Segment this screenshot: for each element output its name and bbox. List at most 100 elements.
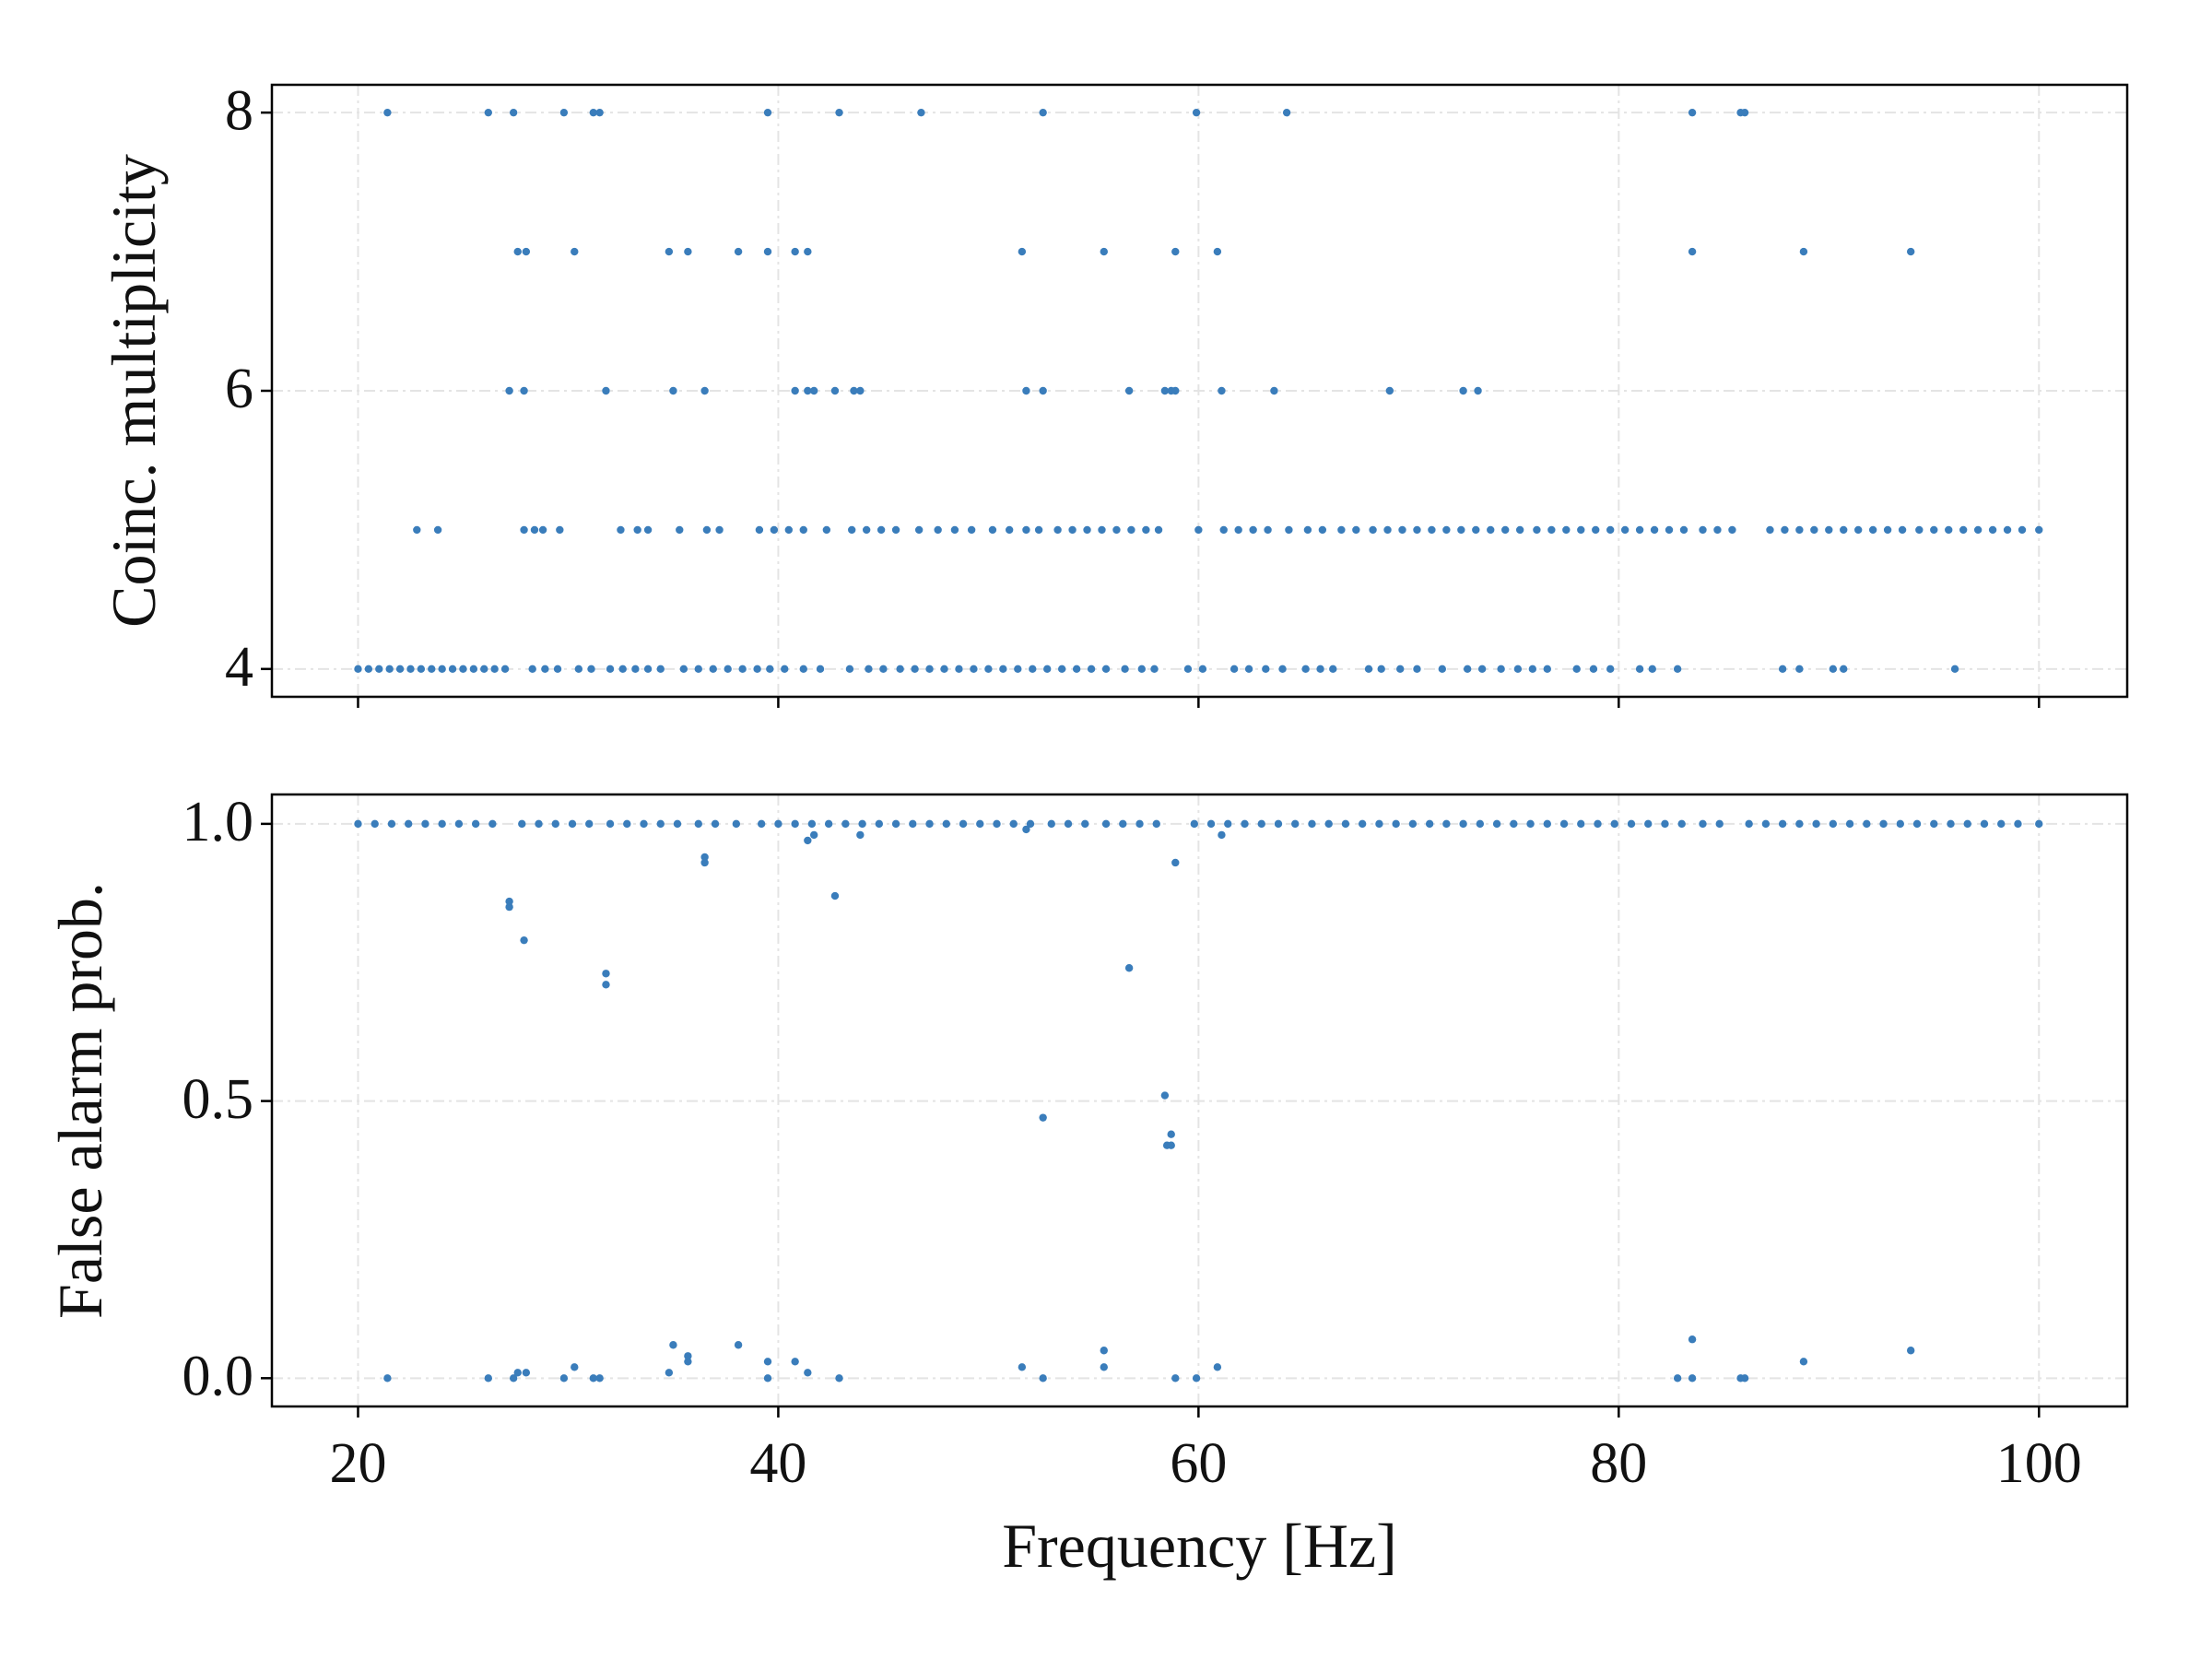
point bbox=[684, 247, 692, 256]
point bbox=[1562, 525, 1571, 535]
point bbox=[715, 525, 724, 535]
point bbox=[1303, 525, 1312, 535]
point bbox=[1930, 819, 1938, 829]
point bbox=[1053, 525, 1062, 535]
point bbox=[1840, 665, 1848, 674]
point bbox=[1778, 819, 1787, 829]
point bbox=[694, 819, 702, 829]
point bbox=[1244, 665, 1253, 674]
point bbox=[1241, 819, 1249, 829]
point bbox=[1249, 525, 1257, 535]
point bbox=[1022, 825, 1030, 834]
point bbox=[1677, 819, 1686, 829]
point bbox=[856, 830, 865, 840]
point bbox=[1513, 665, 1523, 674]
point bbox=[1526, 819, 1535, 829]
point bbox=[791, 386, 799, 395]
point bbox=[383, 1374, 392, 1382]
point bbox=[791, 1358, 799, 1366]
point bbox=[1457, 525, 1465, 535]
point bbox=[1980, 819, 1989, 829]
point bbox=[1543, 665, 1551, 674]
point bbox=[757, 819, 766, 829]
point bbox=[1171, 386, 1180, 395]
point bbox=[1068, 525, 1077, 535]
point bbox=[1043, 665, 1052, 674]
point bbox=[848, 525, 856, 535]
point bbox=[724, 665, 732, 674]
point bbox=[1047, 819, 1055, 829]
point bbox=[845, 665, 854, 674]
point bbox=[505, 902, 513, 912]
point bbox=[807, 819, 817, 829]
point bbox=[684, 1352, 692, 1360]
point bbox=[520, 386, 528, 395]
point bbox=[1840, 525, 1848, 535]
point bbox=[791, 819, 799, 829]
point bbox=[1572, 665, 1581, 674]
point bbox=[1577, 525, 1585, 535]
point bbox=[734, 247, 743, 256]
point bbox=[784, 525, 794, 535]
point bbox=[940, 665, 948, 674]
point bbox=[1510, 819, 1518, 829]
x-tick-label: 20 bbox=[329, 1432, 386, 1495]
point bbox=[1057, 665, 1066, 674]
point bbox=[1845, 819, 1854, 829]
point bbox=[856, 386, 865, 395]
point bbox=[1034, 525, 1043, 535]
point bbox=[799, 525, 807, 535]
point bbox=[585, 819, 594, 829]
point bbox=[809, 386, 818, 395]
point bbox=[1963, 819, 1971, 829]
point bbox=[732, 819, 741, 829]
point bbox=[643, 525, 653, 535]
point bbox=[1853, 525, 1863, 535]
point bbox=[1194, 525, 1203, 535]
point bbox=[1778, 665, 1787, 674]
point bbox=[587, 665, 595, 674]
point bbox=[665, 1369, 674, 1377]
point bbox=[734, 1341, 743, 1349]
point bbox=[875, 819, 884, 829]
point bbox=[1577, 819, 1585, 829]
point bbox=[571, 1363, 579, 1371]
point bbox=[354, 819, 362, 829]
point bbox=[1699, 525, 1707, 535]
point bbox=[1898, 525, 1907, 535]
point bbox=[413, 525, 421, 535]
point bbox=[1883, 525, 1892, 535]
point bbox=[1398, 525, 1406, 535]
point bbox=[1206, 819, 1216, 829]
point bbox=[1124, 964, 1134, 972]
point bbox=[551, 819, 559, 829]
point bbox=[1218, 386, 1226, 395]
point bbox=[1661, 819, 1669, 829]
point bbox=[1728, 525, 1736, 535]
point bbox=[556, 525, 564, 535]
point bbox=[1219, 525, 1228, 535]
point bbox=[1018, 247, 1027, 256]
point bbox=[1413, 665, 1421, 674]
point bbox=[950, 525, 959, 535]
point bbox=[1369, 525, 1377, 535]
point bbox=[1329, 665, 1337, 674]
point bbox=[1301, 665, 1310, 674]
point bbox=[1262, 665, 1270, 674]
point bbox=[1167, 1130, 1175, 1138]
point bbox=[1039, 1374, 1047, 1382]
point bbox=[1018, 1363, 1027, 1371]
point bbox=[1119, 819, 1127, 829]
point bbox=[602, 970, 610, 978]
point bbox=[488, 819, 497, 829]
y-axis-label: False alarm prob. bbox=[45, 882, 115, 1319]
point bbox=[1906, 1347, 1915, 1355]
point bbox=[535, 819, 543, 829]
point bbox=[1274, 819, 1283, 829]
point bbox=[1171, 247, 1180, 256]
x-tick-label: 40 bbox=[749, 1432, 806, 1495]
point bbox=[2035, 525, 2043, 535]
point bbox=[1715, 819, 1724, 829]
point bbox=[1673, 1374, 1682, 1382]
point bbox=[763, 1374, 772, 1382]
